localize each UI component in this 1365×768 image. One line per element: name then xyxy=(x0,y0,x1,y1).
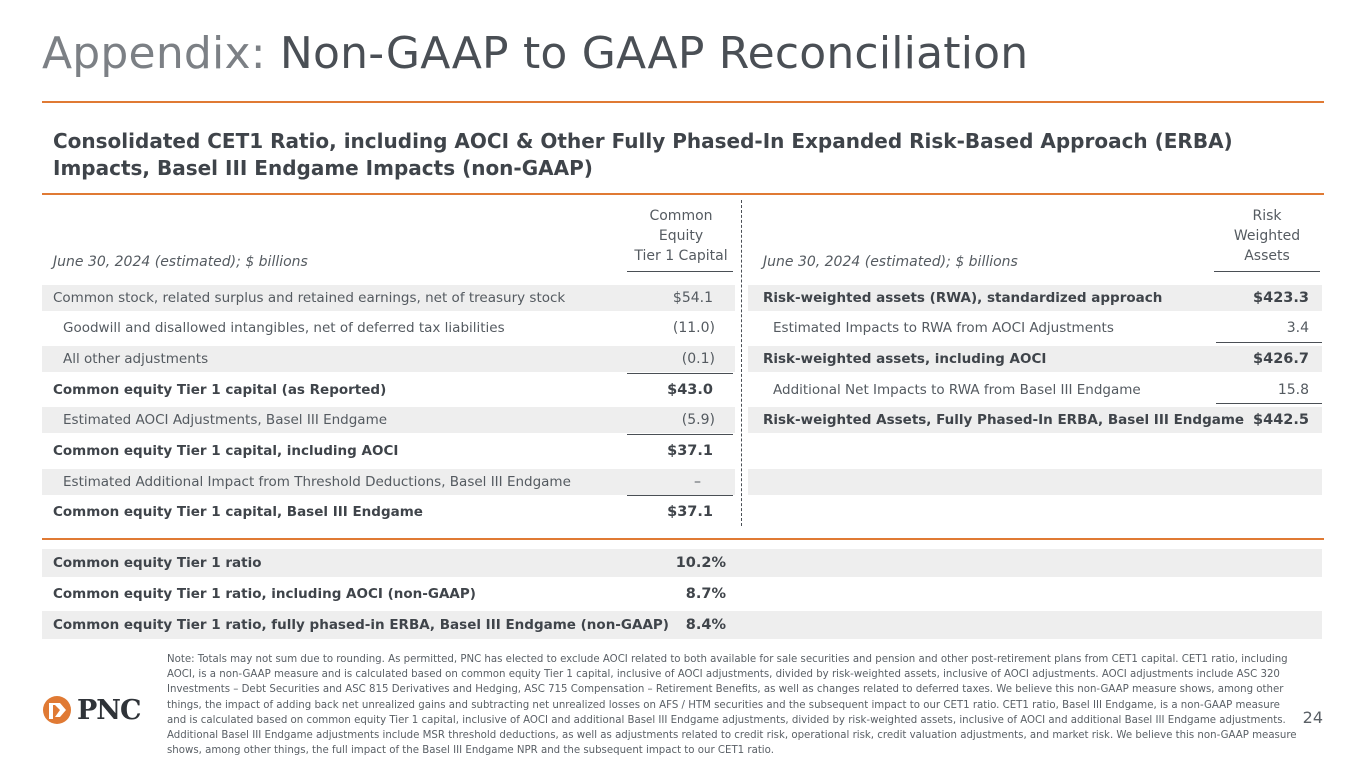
left-period-label: June 30, 2024 (estimated); $ billions xyxy=(53,254,308,270)
left-column-header-line: Tier 1 Capital xyxy=(634,248,728,264)
row-value: (5.9) xyxy=(681,412,715,428)
subtotal-underline xyxy=(1216,342,1322,343)
row-label: All other adjustments xyxy=(63,351,209,367)
row-value: (0.1) xyxy=(681,351,715,367)
table-row: All other adjustments (0.1) xyxy=(42,346,735,372)
pnc-logo: PNC xyxy=(42,694,141,726)
row-label: Risk-weighted assets (RWA), standardized… xyxy=(763,290,1163,306)
row-value: $426.7 xyxy=(1253,351,1309,367)
pnc-wordmark: PNC xyxy=(77,694,141,726)
section-subtitle: Consolidated CET1 Ratio, including AOCI … xyxy=(53,129,1233,180)
row-value: $442.5 xyxy=(1253,412,1309,428)
subtotal-underline xyxy=(627,495,733,496)
ratio-label: Common equity Tier 1 ratio, fully phased… xyxy=(53,617,669,633)
row-label: Estimated Additional Impact from Thresho… xyxy=(63,474,571,490)
right-column-header-line: Assets xyxy=(1244,248,1290,264)
table-row: Risk-weighted assets (RWA), standardized… xyxy=(748,285,1322,311)
table-row: Risk-weighted assets, including AOCI $42… xyxy=(748,346,1322,372)
page-number: 24 xyxy=(1302,708,1323,727)
table-row: Common equity Tier 1 capital, Basel III … xyxy=(42,499,735,525)
footnote: Note: Totals may not sum due to rounding… xyxy=(167,654,1297,757)
page-title-main: Non-GAAP to GAAP Reconciliation xyxy=(279,28,1029,79)
left-column-header-line: Common xyxy=(649,208,713,224)
ratio-row: Common equity Tier 1 ratio, including AO… xyxy=(42,580,1322,608)
right-period-label: June 30, 2024 (estimated); $ billions xyxy=(763,254,1018,270)
ratio-label: Common equity Tier 1 ratio xyxy=(53,555,262,571)
row-label: Common equity Tier 1 capital, Basel III … xyxy=(53,504,423,520)
row-label: Additional Net Impacts to RWA from Basel… xyxy=(773,382,1141,398)
table-row: Risk-weighted Assets, Fully Phased-In ER… xyxy=(748,407,1322,433)
left-header-underline xyxy=(627,271,733,272)
row-label: Common stock, related surplus and retain… xyxy=(53,290,566,306)
right-column-header: Risk Weighted Assets xyxy=(1214,206,1320,266)
page-title-lead: Appendix: xyxy=(42,28,266,79)
row-label: Risk-weighted Assets, Fully Phased-In ER… xyxy=(763,412,1245,428)
row-label: Risk-weighted assets, including AOCI xyxy=(763,351,1047,367)
left-column-header: Common Equity Tier 1 Capital xyxy=(625,206,737,266)
row-label: Common equity Tier 1 capital (as Reporte… xyxy=(53,382,387,398)
table-row: Common equity Tier 1 capital, including … xyxy=(42,438,735,464)
table-row: Additional Net Impacts to RWA from Basel… xyxy=(748,377,1322,403)
ratio-value: 10.2% xyxy=(675,555,726,571)
row-label: Estimated AOCI Adjustments, Basel III En… xyxy=(63,412,388,428)
subtotal-underline xyxy=(627,434,733,435)
title-divider xyxy=(42,101,1324,103)
table-row: Estimated Additional Impact from Thresho… xyxy=(42,469,735,495)
left-column-header-line: Equity xyxy=(658,228,704,244)
subtitle-divider xyxy=(42,193,1324,195)
row-value: 15.8 xyxy=(1277,382,1309,398)
ratio-row: Common equity Tier 1 ratio 10.2% xyxy=(42,549,1322,577)
table-row: Common stock, related surplus and retain… xyxy=(42,285,735,311)
subtotal-underline xyxy=(1216,403,1322,404)
ratio-value: 8.4% xyxy=(685,617,726,633)
row-value: $54.1 xyxy=(672,290,713,306)
row-value: – xyxy=(694,474,701,490)
row-label: Common equity Tier 1 capital, including … xyxy=(53,443,399,459)
row-label: Estimated Impacts to RWA from AOCI Adjus… xyxy=(773,320,1114,336)
right-column-header-line: Risk xyxy=(1252,208,1282,224)
ratio-row: Common equity Tier 1 ratio, fully phased… xyxy=(42,611,1322,639)
row-value: $43.0 xyxy=(667,382,713,398)
ratio-value: 8.7% xyxy=(685,586,726,602)
ratio-label: Common equity Tier 1 ratio, including AO… xyxy=(53,586,476,602)
row-value: $37.1 xyxy=(667,504,713,520)
table-row: Goodwill and disallowed intangibles, net… xyxy=(42,315,735,341)
empty-shaded-row xyxy=(748,469,1322,495)
table-row: Estimated AOCI Adjustments, Basel III En… xyxy=(42,407,735,433)
right-column-header-line: Weighted xyxy=(1233,228,1301,244)
right-header-underline xyxy=(1214,271,1320,272)
row-value: (11.0) xyxy=(672,320,715,336)
row-label: Goodwill and disallowed intangibles, net… xyxy=(63,320,505,336)
table-row: Estimated Impacts to RWA from AOCI Adjus… xyxy=(748,315,1322,341)
ratios-divider xyxy=(42,538,1324,540)
pnc-logo-icon xyxy=(43,696,71,724)
column-separator xyxy=(741,200,742,526)
row-value: $423.3 xyxy=(1253,290,1309,306)
page-title: Appendix: Non-GAAP to GAAP Reconciliatio… xyxy=(42,28,1028,79)
row-value: $37.1 xyxy=(667,443,713,459)
subtotal-underline xyxy=(627,373,733,374)
row-value: 3.4 xyxy=(1286,320,1309,336)
table-row: Common equity Tier 1 capital (as Reporte… xyxy=(42,377,735,403)
